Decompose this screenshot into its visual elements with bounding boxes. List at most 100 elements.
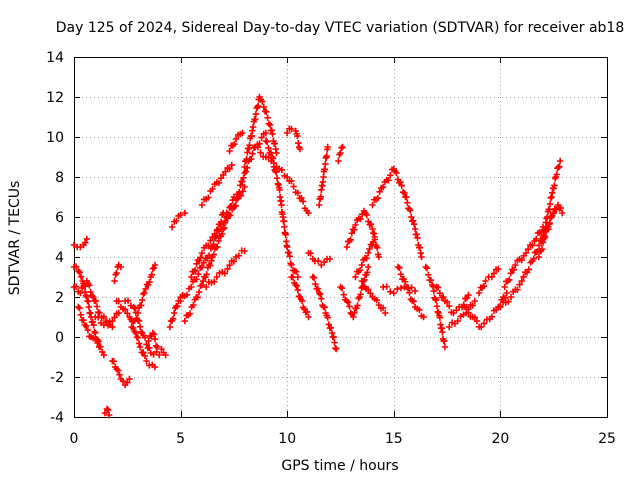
data-point: [293, 268, 300, 275]
data-point: [221, 270, 229, 277]
data-point: [505, 298, 512, 305]
data-point: [387, 288, 394, 295]
data-point: [195, 270, 202, 278]
data-point: [151, 363, 159, 371]
data-point: [81, 239, 89, 246]
data-point: [397, 271, 405, 278]
data-point: [230, 258, 238, 265]
data-point: [414, 234, 421, 242]
data-point: [406, 289, 413, 296]
data-point: [357, 291, 364, 298]
data-point: [293, 282, 300, 290]
data-point: [348, 230, 355, 237]
data-point: [97, 343, 104, 350]
data-point: [463, 303, 470, 311]
data-point: [374, 244, 381, 251]
data-point: [249, 150, 256, 157]
data-point: [142, 285, 149, 293]
data-point: [141, 352, 149, 360]
data-point: [538, 246, 546, 253]
data-point: [249, 123, 257, 131]
data-point: [94, 339, 101, 347]
series-arc-11: [128, 261, 159, 331]
data-point: [265, 120, 273, 127]
data-point: [226, 165, 233, 173]
data-point: [188, 283, 195, 291]
data-point: [303, 308, 311, 316]
data-point: [327, 324, 335, 332]
data-point: [299, 198, 307, 205]
data-point: [145, 337, 152, 345]
data-point: [109, 317, 116, 325]
data-point: [328, 329, 336, 337]
data-point: [72, 283, 80, 290]
series-arc-29: [335, 143, 346, 165]
data-point: [307, 250, 314, 257]
data-point: [135, 340, 143, 347]
data-point: [390, 289, 397, 297]
data-point: [262, 137, 270, 145]
data-point: [90, 321, 97, 329]
series-arc-02: [70, 235, 90, 251]
data-point: [214, 243, 221, 251]
data-point: [506, 276, 513, 283]
data-point: [383, 283, 390, 290]
data-point: [399, 188, 407, 196]
data-point: [324, 314, 331, 321]
data-point: [76, 269, 83, 276]
data-point: [357, 215, 364, 223]
data-point: [410, 220, 418, 228]
x-tick-label: 10: [278, 431, 296, 447]
data-point: [422, 263, 429, 271]
data-point: [124, 297, 132, 304]
data-point: [210, 251, 217, 258]
data-point: [273, 168, 280, 176]
data-point: [425, 271, 432, 279]
data-point: [117, 263, 125, 271]
data-point: [292, 281, 299, 289]
data-point: [114, 367, 122, 374]
data-point: [263, 138, 271, 146]
data-point: [436, 290, 444, 297]
y-axis-ticks: -4 -2 0 2 4 6 8 10 12 14: [46, 50, 607, 426]
data-point: [80, 317, 87, 324]
data-point: [224, 265, 231, 273]
data-point: [181, 209, 189, 217]
data-point: [86, 282, 93, 289]
data-point: [207, 237, 214, 244]
data-point: [289, 274, 297, 281]
y-tick-label: 12: [46, 90, 64, 106]
data-point: [239, 129, 246, 137]
data-point: [478, 323, 485, 331]
data-point: [286, 253, 293, 260]
x-tick-label: 0: [70, 431, 79, 447]
data-point: [89, 318, 96, 325]
data-point: [379, 304, 387, 312]
data-point: [507, 270, 514, 277]
data-point: [518, 256, 525, 264]
data-point: [347, 236, 354, 243]
data-point: [397, 178, 404, 186]
data-point: [546, 220, 553, 228]
data-point: [192, 267, 199, 274]
data-point: [404, 199, 411, 206]
data-point: [315, 289, 323, 297]
data-point: [539, 239, 547, 246]
data-point: [260, 103, 267, 111]
data-point: [533, 235, 540, 243]
data-point: [439, 328, 446, 336]
data-point: [257, 149, 264, 156]
data-point: [375, 301, 383, 309]
data-point: [510, 266, 518, 274]
data-point: [374, 195, 382, 202]
data-point: [516, 281, 523, 288]
data-point: [501, 283, 508, 291]
data-point: [312, 280, 319, 288]
data-point: [242, 168, 250, 175]
data-point: [116, 371, 123, 378]
data-point: [124, 379, 131, 386]
data-point: [241, 163, 248, 171]
data-point: [134, 334, 142, 341]
data-point: [140, 349, 147, 356]
data-point: [152, 342, 160, 350]
